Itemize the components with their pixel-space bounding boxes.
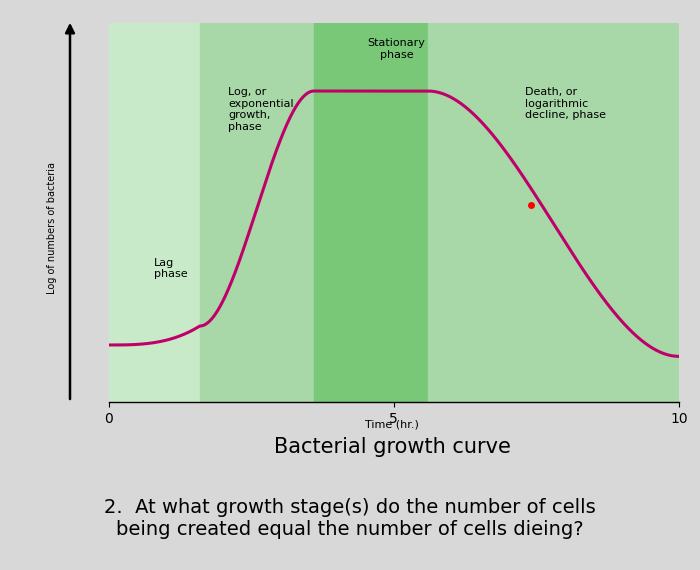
Text: Bacterial growth curve: Bacterial growth curve	[274, 437, 510, 458]
Text: Lag
phase: Lag phase	[154, 258, 188, 279]
Text: Log, or
exponential
growth,
phase: Log, or exponential growth, phase	[228, 87, 294, 132]
Bar	[428, 23, 679, 402]
Bar	[108, 23, 200, 402]
Text: Log of numbers of bacteria: Log of numbers of bacteria	[48, 162, 57, 294]
Text: 2.  At what growth stage(s) do the number of cells
being created equal the numbe: 2. At what growth stage(s) do the number…	[104, 498, 596, 539]
Text: Stationary
phase: Stationary phase	[368, 38, 426, 59]
Text: Death, or
logarithmic
decline, phase: Death, or logarithmic decline, phase	[525, 87, 606, 120]
Text: Time (hr.): Time (hr.)	[365, 420, 419, 430]
Bar	[199, 23, 314, 402]
Bar	[314, 23, 428, 402]
